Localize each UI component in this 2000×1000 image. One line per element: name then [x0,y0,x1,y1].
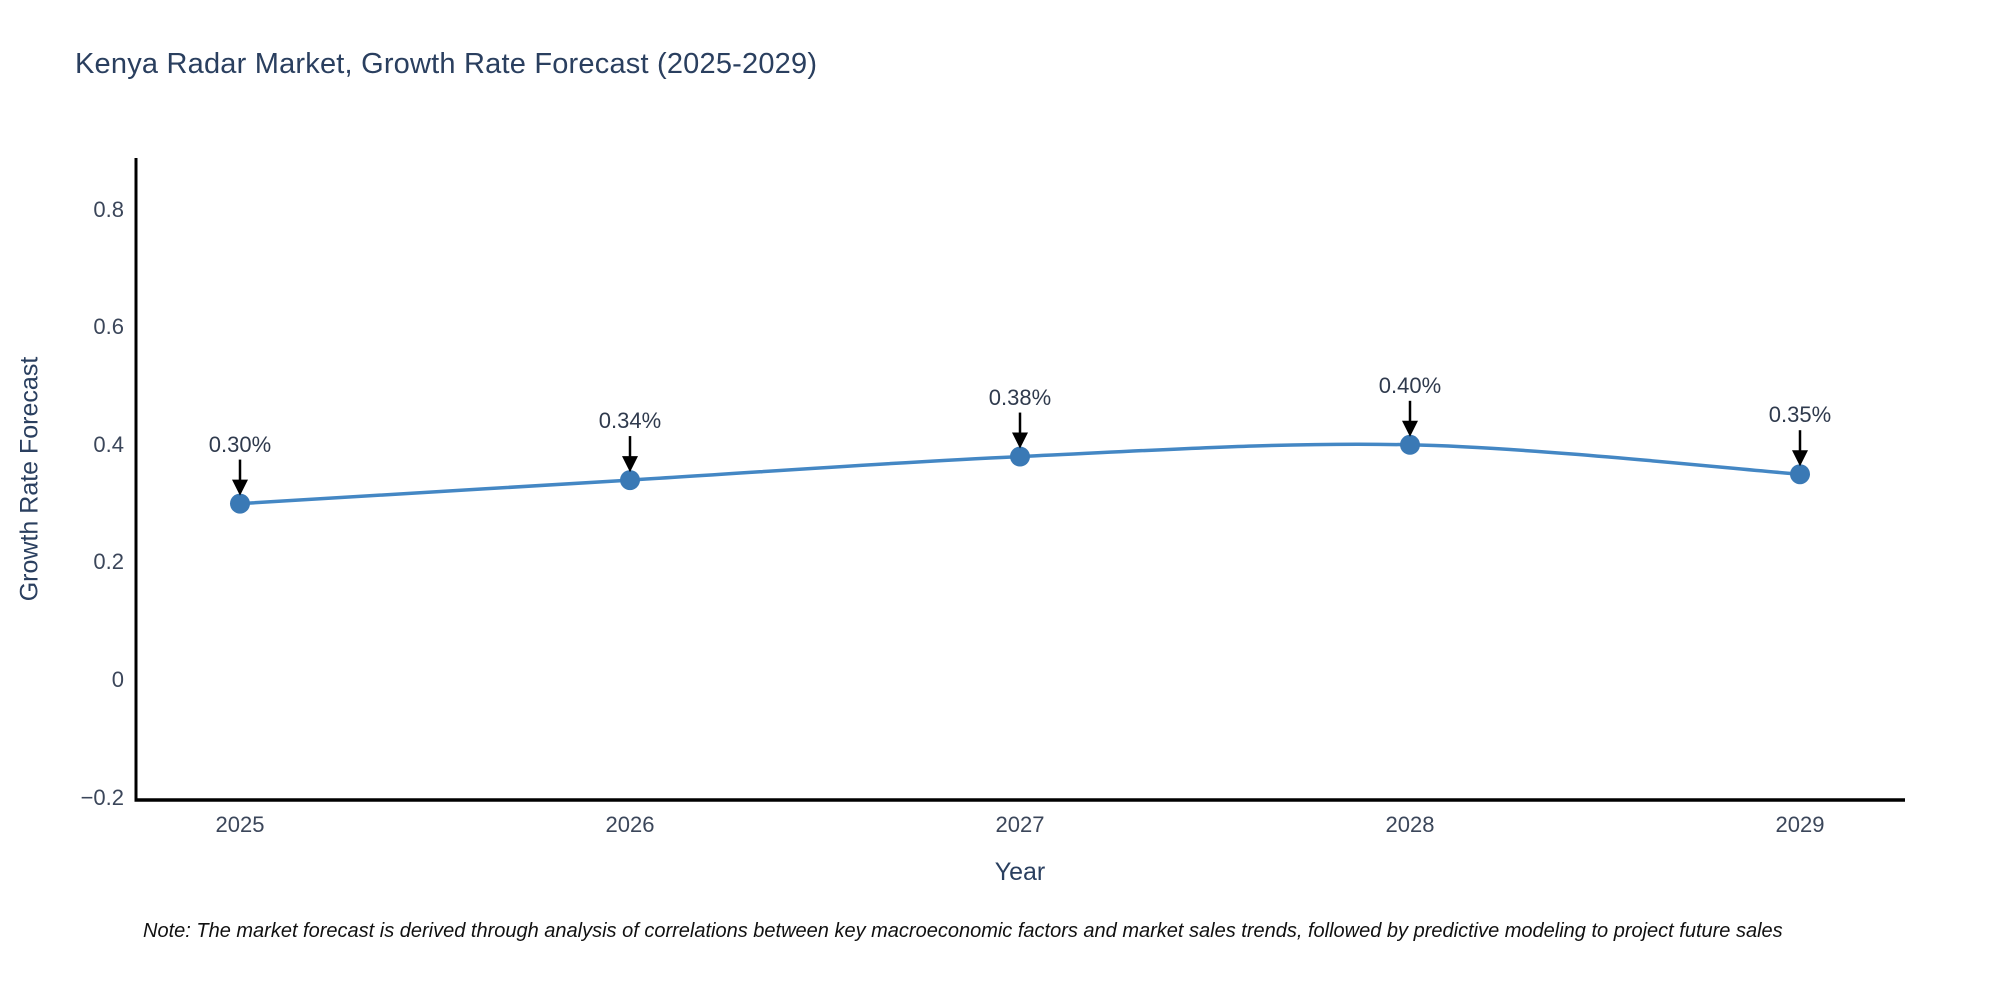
data-point-marker [620,470,640,491]
chart-title: Kenya Radar Market, Growth Rate Forecast… [75,48,818,80]
data-point-label: 0.34% [598,408,662,434]
annotation-arrow-head [1402,420,1418,437]
y-tick-label: 0.6 [93,314,124,340]
data-point-label: 0.30% [208,431,272,457]
data-point-label: 0.38% [988,384,1052,410]
data-point-label: 0.40% [1378,372,1442,398]
data-point-label: 0.35% [1768,402,1832,428]
x-tick-label: 2025 [215,812,265,837]
y-axis-title: Growth Rate Forecast [15,356,44,602]
annotation-arrow-head [622,456,638,473]
annotation-arrow-head [232,479,248,496]
x-tick-label: 2028 [1385,812,1435,837]
footnote: Note: The market forecast is derived thr… [143,920,1783,942]
data-point-marker [230,493,250,514]
x-tick-label: 2027 [995,812,1045,837]
x-axis-title: Year [994,858,1046,886]
x-tick-label: 2026 [605,812,655,837]
y-tick-label: 0 [111,667,124,692]
y-tick-label: −0.2 [80,784,124,810]
annotation-arrow-head [1792,450,1808,467]
y-tick-label: 0.2 [93,549,124,575]
y-tick-label: 0.4 [93,431,124,457]
data-point-marker [1010,446,1030,467]
data-point-marker [1790,464,1810,485]
annotation-arrow-head [1012,432,1028,449]
y-tick-label: 0.8 [93,196,124,222]
data-point-marker [1400,434,1420,455]
x-tick-label: 2029 [1775,812,1825,837]
